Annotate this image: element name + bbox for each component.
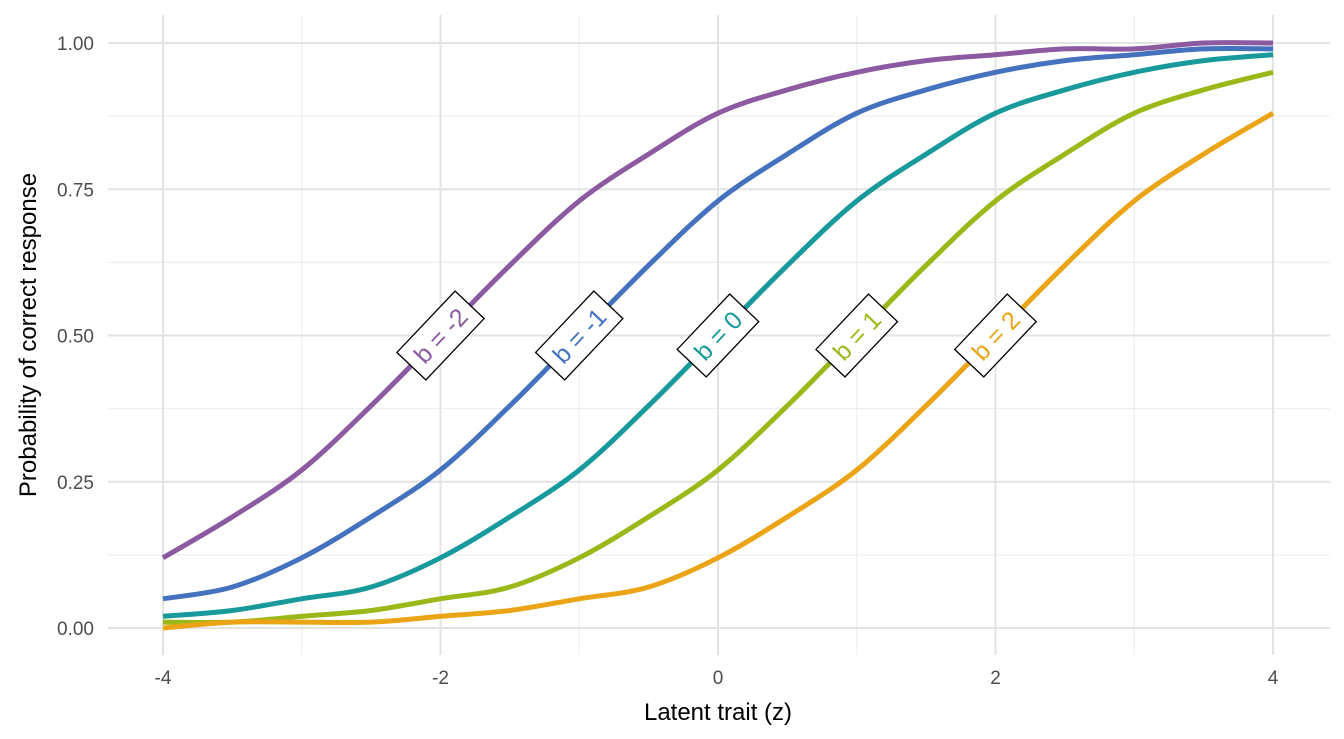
x-tick-label: 4	[1268, 668, 1279, 689]
major-gridlines	[108, 15, 1330, 655]
x-tick-label: -4	[155, 668, 172, 689]
x-tick-label: 2	[990, 668, 1001, 689]
curve-label-box	[395, 290, 486, 381]
curve-series-4	[162, 69, 1274, 626]
curve-label-1: b = -2	[395, 290, 486, 381]
curve-label-box	[953, 293, 1038, 378]
x-tick-label: -2	[432, 668, 449, 689]
x-tick-labels: -4 -2 0 2 4	[155, 668, 1279, 689]
curve-series-1	[161, 40, 1274, 560]
y-tick-label: 0.75	[57, 180, 94, 201]
y-tick-labels: 0.00 0.25 0.50 0.75 1.00	[57, 34, 94, 640]
x-axis-title: Latent trait (z)	[644, 699, 792, 726]
y-tick-label: 0.25	[57, 473, 94, 494]
curve-label-box	[815, 293, 899, 378]
y-tick-label: 0.50	[57, 327, 94, 348]
curve-series-2	[162, 45, 1274, 602]
curve-label-4: b = 1	[815, 293, 899, 378]
y-axis-title: Probability of correct response	[15, 173, 42, 497]
curve-series-5	[162, 111, 1275, 631]
curve-label-box	[676, 293, 760, 378]
y-tick-label: 1.00	[57, 34, 94, 55]
x-tick-label: 0	[713, 668, 724, 689]
curve-label-box	[534, 290, 624, 381]
y-tick-label: 0.00	[57, 619, 94, 640]
